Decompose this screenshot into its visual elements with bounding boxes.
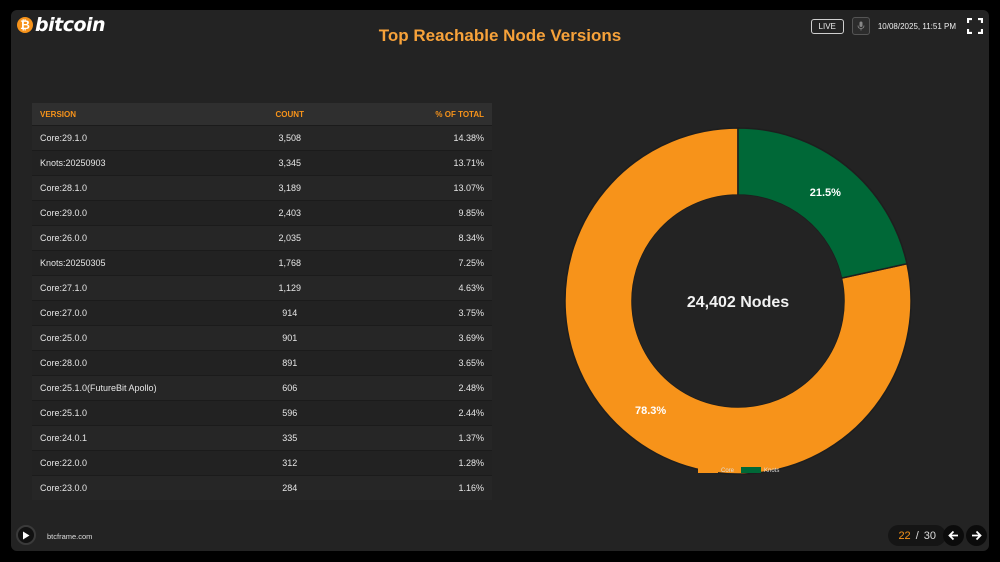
page-separator: / <box>915 529 919 542</box>
play-icon <box>23 531 30 539</box>
table-row: Core:29.1.0 3,508 14.38% <box>32 125 492 151</box>
version-cell: Core:28.1.0 <box>32 175 238 201</box>
table-row: Core:26.0.0 2,035 8.34% <box>32 225 492 251</box>
legend-item-core[interactable]: Core <box>698 467 735 474</box>
percent-cell: 2.48% <box>341 375 492 401</box>
table-row: Core:29.0.0 2,403 9.85% <box>32 200 492 226</box>
count-cell: 596 <box>238 400 342 426</box>
arrow-right-icon <box>972 530 982 541</box>
fullscreen-icon[interactable] <box>966 17 984 35</box>
percent-cell: 4.63% <box>341 275 492 301</box>
table-row: Knots:20250903 3,345 13.71% <box>32 150 492 176</box>
site-link[interactable]: btcframe.com <box>47 532 93 541</box>
count-cell: 2,035 <box>238 225 342 251</box>
version-cell: Core:29.1.0 <box>32 125 238 151</box>
table-row: Core:25.0.0 901 3.69% <box>32 325 492 351</box>
bitcoin-coin-icon: ₿ <box>17 17 33 33</box>
total-pages: 30 <box>923 529 936 542</box>
table-row: Core:28.0.0 891 3.65% <box>32 350 492 376</box>
legend-item-knots[interactable]: Knots <box>741 467 779 474</box>
donut-hole <box>632 195 844 407</box>
legend-swatch <box>741 467 761 473</box>
live-badge[interactable]: LIVE <box>810 18 844 34</box>
legend-label: Core <box>721 468 735 474</box>
center-total-label: 24,402 Nodes <box>687 294 789 311</box>
percent-cell: 13.71% <box>341 150 492 176</box>
percent-cell: 8.34% <box>341 225 492 251</box>
count-cell: 901 <box>238 325 342 351</box>
count-cell: 1,768 <box>238 250 342 276</box>
percent-cell: 1.28% <box>341 450 492 476</box>
previous-page-button[interactable] <box>943 525 964 546</box>
version-cell: Core:29.0.0 <box>32 200 238 226</box>
percent-cell: 3.69% <box>341 325 492 351</box>
count-cell: 312 <box>238 450 342 476</box>
node-versions-donut-chart: 78.3% 21.5% 24,402 Nodes Core Knots <box>564 127 912 475</box>
datetime-display: 10/08/2025, 11:51 PM <box>877 21 956 31</box>
count-cell: 2,403 <box>238 200 342 226</box>
slice-label-core: 78.3% <box>635 405 666 417</box>
column-header-version: VERSION <box>32 103 238 126</box>
percent-cell: 7.25% <box>341 250 492 276</box>
percent-cell: 2.44% <box>341 400 492 426</box>
legend-swatch <box>698 467 718 473</box>
table-row: Core:24.0.1 335 1.37% <box>32 425 492 451</box>
version-cell: Core:27.0.0 <box>32 300 238 326</box>
percent-cell: 1.37% <box>341 425 492 451</box>
version-cell: Knots:20250305 <box>32 250 238 276</box>
table-row: Core:28.1.0 3,189 13.07% <box>32 175 492 201</box>
version-cell: Core:22.0.0 <box>32 450 238 476</box>
count-cell: 3,508 <box>238 125 342 151</box>
version-cell: Core:28.0.0 <box>32 350 238 376</box>
count-cell: 914 <box>238 300 342 326</box>
current-page: 22 <box>898 529 911 542</box>
table-row: Core:27.0.0 914 3.75% <box>32 300 492 326</box>
play-button[interactable] <box>16 525 36 545</box>
count-cell: 3,345 <box>238 150 342 176</box>
version-cell: Core:24.0.1 <box>32 425 238 451</box>
version-cell: Core:25.1.0 <box>32 400 238 426</box>
column-header-count: COUNT <box>238 103 342 126</box>
version-cell: Core:26.0.0 <box>32 225 238 251</box>
dashboard-frame: ₿ bitcoin Top Reachable Node Versions LI… <box>11 10 989 551</box>
column-header-percent: % OF TOTAL <box>341 103 492 126</box>
table-row: Core:25.1.0(FutureBit Apollo) 606 2.48% <box>32 375 492 401</box>
count-cell: 3,189 <box>238 175 342 201</box>
percent-cell: 1.16% <box>341 475 492 500</box>
top-right-controls: LIVE 10/08/2025, 11:51 PM <box>810 17 984 35</box>
table-row: Core:27.1.0 1,129 4.63% <box>32 275 492 301</box>
count-cell: 1,129 <box>238 275 342 301</box>
slice-label-knots: 21.5% <box>810 187 841 199</box>
table-row: Core:25.1.0 596 2.44% <box>32 400 492 426</box>
versions-table: VERSION COUNT % OF TOTAL Core:29.1.0 3,50… <box>32 103 492 500</box>
version-cell: Knots:20250903 <box>32 150 238 176</box>
percent-cell: 3.75% <box>341 300 492 326</box>
percent-cell: 13.07% <box>341 175 492 201</box>
percent-cell: 9.85% <box>341 200 492 226</box>
arrow-left-icon <box>948 530 958 541</box>
page-indicator: 22 / 30 <box>888 525 946 546</box>
percent-cell: 14.38% <box>341 125 492 151</box>
table-row: Core:22.0.0 312 1.28% <box>32 450 492 476</box>
version-cell: Core:25.1.0(FutureBit Apollo) <box>32 375 238 401</box>
logo-text: bitcoin <box>35 14 106 36</box>
version-cell: Core:27.1.0 <box>32 275 238 301</box>
count-cell: 606 <box>238 375 342 401</box>
table-row: Knots:20250305 1,768 7.25% <box>32 250 492 276</box>
count-cell: 284 <box>238 475 342 500</box>
page-title: Top Reachable Node Versions <box>378 26 622 45</box>
microphone-icon[interactable] <box>851 17 870 35</box>
count-cell: 335 <box>238 425 342 451</box>
bitcoin-logo: ₿ bitcoin <box>17 14 106 36</box>
version-cell: Core:23.0.0 <box>32 475 238 500</box>
table-header-row: VERSION COUNT % OF TOTAL <box>32 103 492 126</box>
count-cell: 891 <box>238 350 342 376</box>
percent-cell: 3.65% <box>341 350 492 376</box>
next-page-button[interactable] <box>966 525 987 546</box>
legend-label: Knots <box>764 468 779 474</box>
table-row: Core:23.0.0 284 1.16% <box>32 475 492 500</box>
version-cell: Core:25.0.0 <box>32 325 238 351</box>
